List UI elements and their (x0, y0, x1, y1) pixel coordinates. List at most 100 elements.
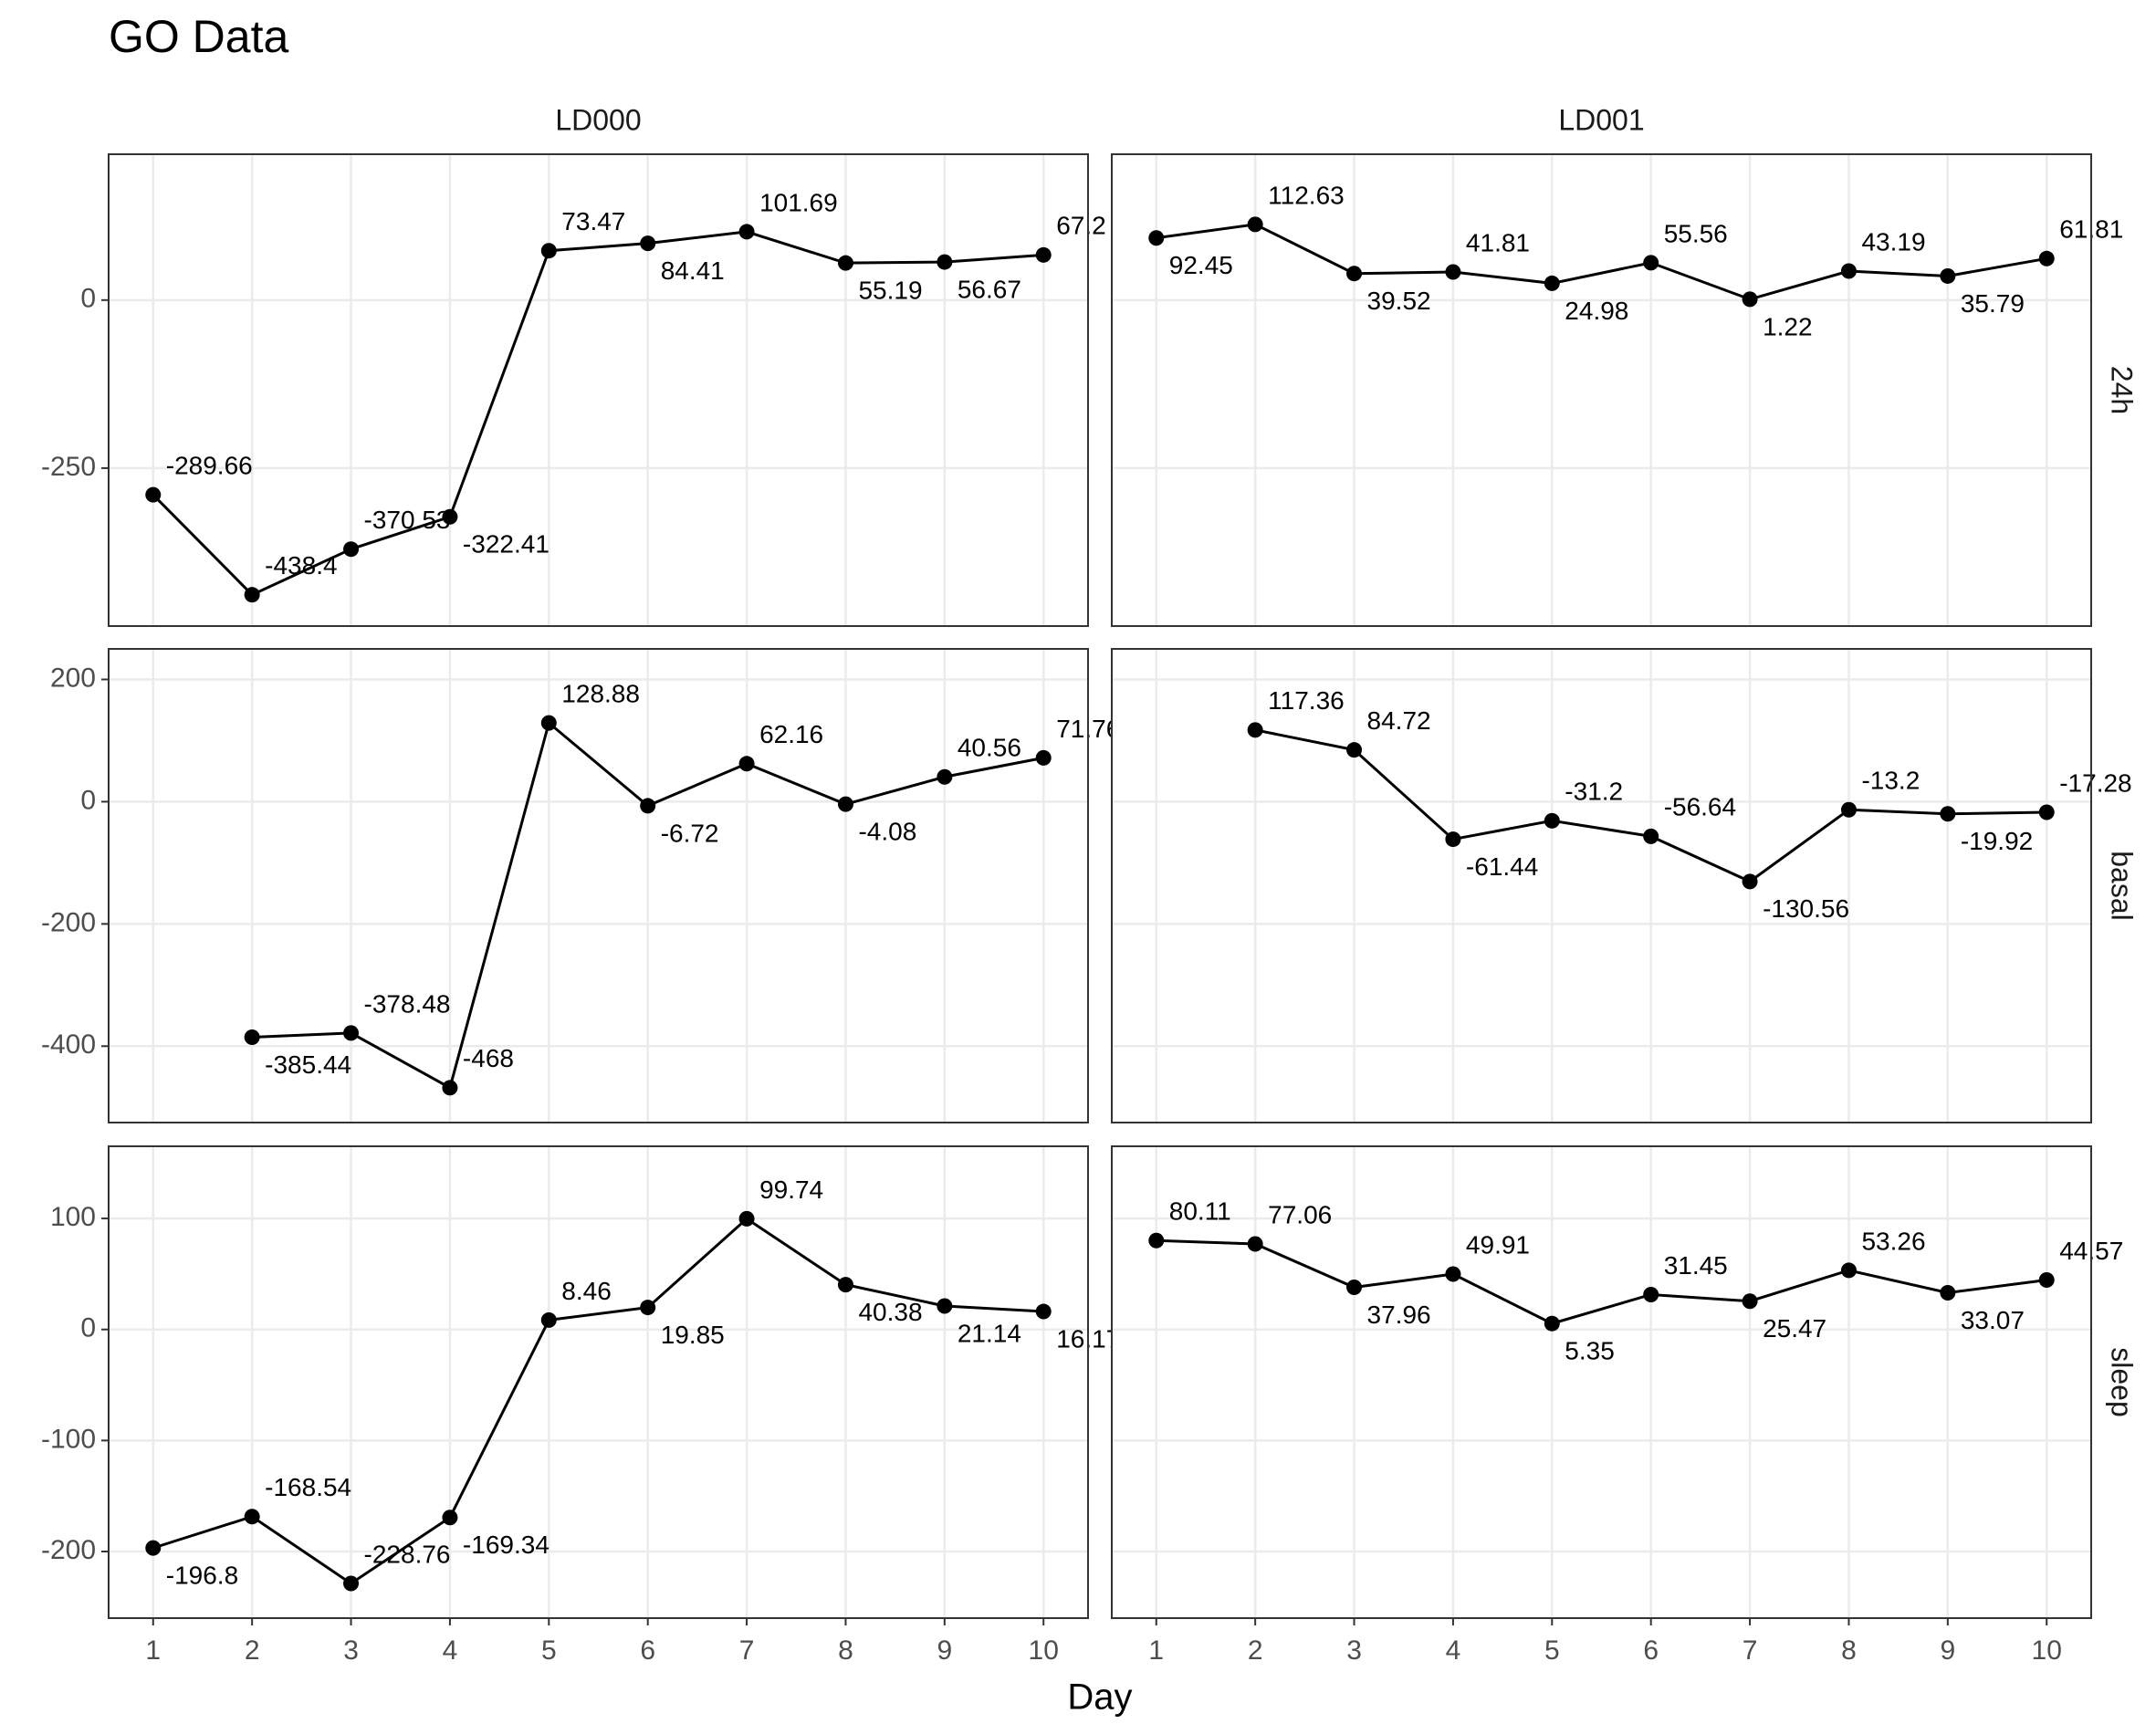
x-tick-label: 4 (1446, 1635, 1461, 1666)
x-tick-label: 1 (145, 1635, 161, 1666)
column-strip-label: LD000 (555, 103, 641, 136)
row-strip-label: 24h (2106, 366, 2139, 414)
data-label: 128.88 (561, 680, 640, 708)
point (2038, 250, 2055, 266)
point (1742, 291, 1758, 308)
data-label: -56.64 (1664, 793, 1736, 821)
y-tick-label: -100 (41, 1424, 96, 1454)
data-label: -438.4 (265, 551, 337, 580)
data-label: 33.07 (1961, 1306, 2025, 1334)
column-strip-label: LD001 (1558, 103, 1644, 136)
point (1247, 1236, 1263, 1252)
point (1544, 275, 1560, 291)
data-label: -378.48 (364, 989, 451, 1018)
point (1346, 1280, 1363, 1296)
point (738, 1210, 755, 1227)
panel-border (1111, 1145, 2092, 1619)
row-strip-label: sleep (2106, 1347, 2139, 1417)
chart-title: GO Data (109, 11, 288, 62)
data-label: -289.66 (166, 452, 253, 480)
panel-border (108, 1145, 1089, 1619)
point (738, 756, 755, 772)
point (1247, 216, 1263, 233)
data-label: 77.06 (1268, 1200, 1332, 1228)
data-label: 73.47 (561, 207, 625, 235)
data-label: 35.79 (1961, 289, 2025, 318)
data-label: 1.22 (1763, 312, 1813, 340)
data-label: -169.34 (463, 1531, 549, 1559)
point (1742, 1293, 1758, 1310)
point (640, 798, 656, 814)
data-label: -228.76 (364, 1540, 451, 1568)
data-label: 40.56 (958, 734, 1021, 762)
data-label: -13.2 (1861, 767, 1920, 795)
point (1643, 255, 1659, 271)
point (1148, 1232, 1165, 1249)
x-tick-label: 4 (443, 1635, 458, 1666)
data-label: -168.54 (265, 1473, 351, 1501)
point (244, 1029, 260, 1046)
x-tick-label: 8 (1841, 1635, 1857, 1666)
data-label: -61.44 (1466, 852, 1538, 881)
point (640, 235, 656, 252)
point (1940, 806, 1956, 822)
point (1544, 812, 1560, 829)
y-tick-label: 0 (80, 1313, 96, 1343)
point (1035, 749, 1052, 766)
point (442, 1510, 458, 1526)
line (152, 230, 1044, 597)
point (442, 508, 458, 525)
x-tick-label: 6 (1643, 1635, 1659, 1666)
data-label: -17.28 (2059, 768, 2131, 797)
data-label: 84.41 (661, 256, 725, 285)
point (343, 1025, 360, 1041)
panel-background (109, 1146, 1088, 1618)
data-label: 101.69 (759, 188, 838, 216)
data-label: 8.46 (561, 1277, 612, 1305)
point (937, 768, 953, 785)
point (1643, 1286, 1659, 1302)
line (1156, 1238, 2047, 1325)
x-tick-label: 1 (1148, 1635, 1164, 1666)
point (540, 243, 557, 259)
data-label: 21.14 (958, 1319, 1021, 1347)
data-label: 37.96 (1367, 1301, 1431, 1329)
data-label: 25.47 (1763, 1314, 1826, 1343)
point (738, 224, 755, 240)
x-tick-label: 9 (1940, 1635, 1955, 1666)
line (152, 1217, 1044, 1585)
data-label: -130.56 (1763, 894, 1849, 923)
x-tick-label: 5 (1544, 1635, 1560, 1666)
point (343, 541, 360, 558)
point (2038, 804, 2055, 820)
point (343, 1575, 360, 1592)
panel-border (1111, 648, 2092, 1123)
row-strip-label: basal (2106, 851, 2139, 921)
point (1035, 246, 1052, 263)
data-label: 40.38 (858, 1298, 922, 1326)
data-label: 55.56 (1664, 219, 1728, 247)
x-tick-label: 9 (937, 1635, 952, 1666)
point (837, 1277, 853, 1293)
data-label: -6.72 (661, 819, 719, 847)
data-label: 5.35 (1565, 1337, 1615, 1365)
x-tick-label: 5 (541, 1635, 557, 1666)
data-label: 19.85 (661, 1321, 725, 1349)
data-label: 49.91 (1466, 1230, 1530, 1259)
x-tick-label: 10 (1029, 1635, 1059, 1666)
point (244, 587, 260, 603)
data-label: 80.11 (1169, 1197, 1231, 1226)
panel-background (109, 154, 1088, 626)
data-label: -19.92 (1961, 827, 2033, 855)
x-tick-label: 10 (2032, 1635, 2062, 1666)
data-label: -370.53 (364, 506, 451, 534)
point (1742, 873, 1758, 890)
point (1445, 1266, 1461, 1282)
point (640, 1300, 656, 1316)
x-tick-label: 3 (1346, 1635, 1362, 1666)
y-tick-label: 200 (50, 663, 96, 693)
data-label: 56.67 (958, 275, 1021, 303)
point (1940, 1284, 1956, 1301)
y-tick-label: 0 (80, 785, 96, 815)
